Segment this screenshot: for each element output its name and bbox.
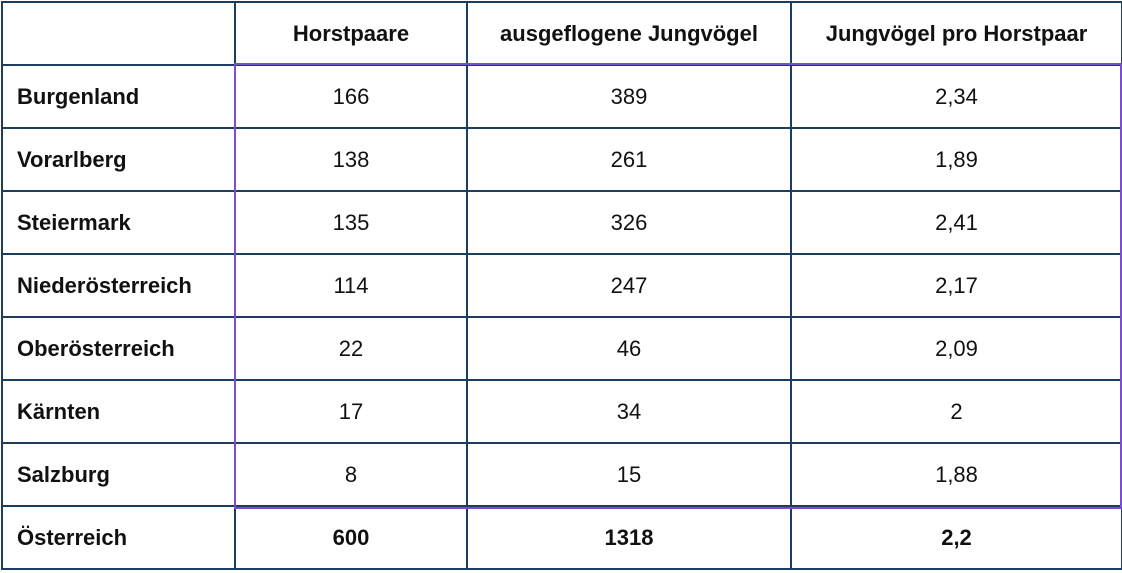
cell: 2,17 <box>790 253 1122 318</box>
header-row: Horstpaare ausgeflogene Jungvögel Jungvöge… <box>1 1 1122 66</box>
row-label: Niederösterreich <box>1 253 236 318</box>
row-label: Burgenland <box>1 64 236 129</box>
cell: Jungvögel pro Horstpaar <box>790 1 1122 66</box>
cell: 247 <box>466 253 792 318</box>
cell: 326 <box>466 190 792 255</box>
cell: 1,89 <box>790 127 1122 192</box>
cell: 389 <box>466 64 792 129</box>
cell: 34 <box>466 379 792 444</box>
row-label: Kärnten <box>1 379 236 444</box>
cell: 1318 <box>466 505 792 570</box>
data-row: Kärnten 17 34 2 <box>1 379 1122 444</box>
cell: Horstpaare <box>234 1 468 66</box>
cell: 2,41 <box>790 190 1122 255</box>
cell: 2,34 <box>790 64 1122 129</box>
cell: 600 <box>234 505 468 570</box>
cell: 15 <box>466 442 792 507</box>
data-row: Oberösterreich 22 46 2,09 <box>1 316 1122 381</box>
data-row: Burgenland 166 389 2,34 <box>1 64 1122 129</box>
cell: 1,88 <box>790 442 1122 507</box>
cell: 138 <box>234 127 468 192</box>
cell: 2,2 <box>790 505 1122 570</box>
row-label: Österreich <box>1 505 236 570</box>
data-row: Steiermark 135 326 2,41 <box>1 190 1122 255</box>
row-label: Steiermark <box>1 190 236 255</box>
cell: 166 <box>234 64 468 129</box>
cell: 135 <box>234 190 468 255</box>
cell: 17 <box>234 379 468 444</box>
data-row: Salzburg 8 15 1,88 <box>1 442 1122 507</box>
cell: 2,09 <box>790 316 1122 381</box>
cell: 114 <box>234 253 468 318</box>
row-label: Vorarlberg <box>1 127 236 192</box>
row-label <box>1 1 236 66</box>
data-row: Niederösterreich 114 247 2,17 <box>1 253 1122 318</box>
row-label: Oberösterreich <box>1 316 236 381</box>
cell: 2 <box>790 379 1122 444</box>
cell: 261 <box>466 127 792 192</box>
data-row: Vorarlberg 138 261 1,89 <box>1 127 1122 192</box>
cell: 22 <box>234 316 468 381</box>
cell: 46 <box>466 316 792 381</box>
total-row: Österreich 600 1318 2,2 <box>1 505 1122 570</box>
cell: 8 <box>234 442 468 507</box>
cell: ausgeflogene Jungvögel <box>466 1 792 66</box>
row-label: Salzburg <box>1 442 236 507</box>
